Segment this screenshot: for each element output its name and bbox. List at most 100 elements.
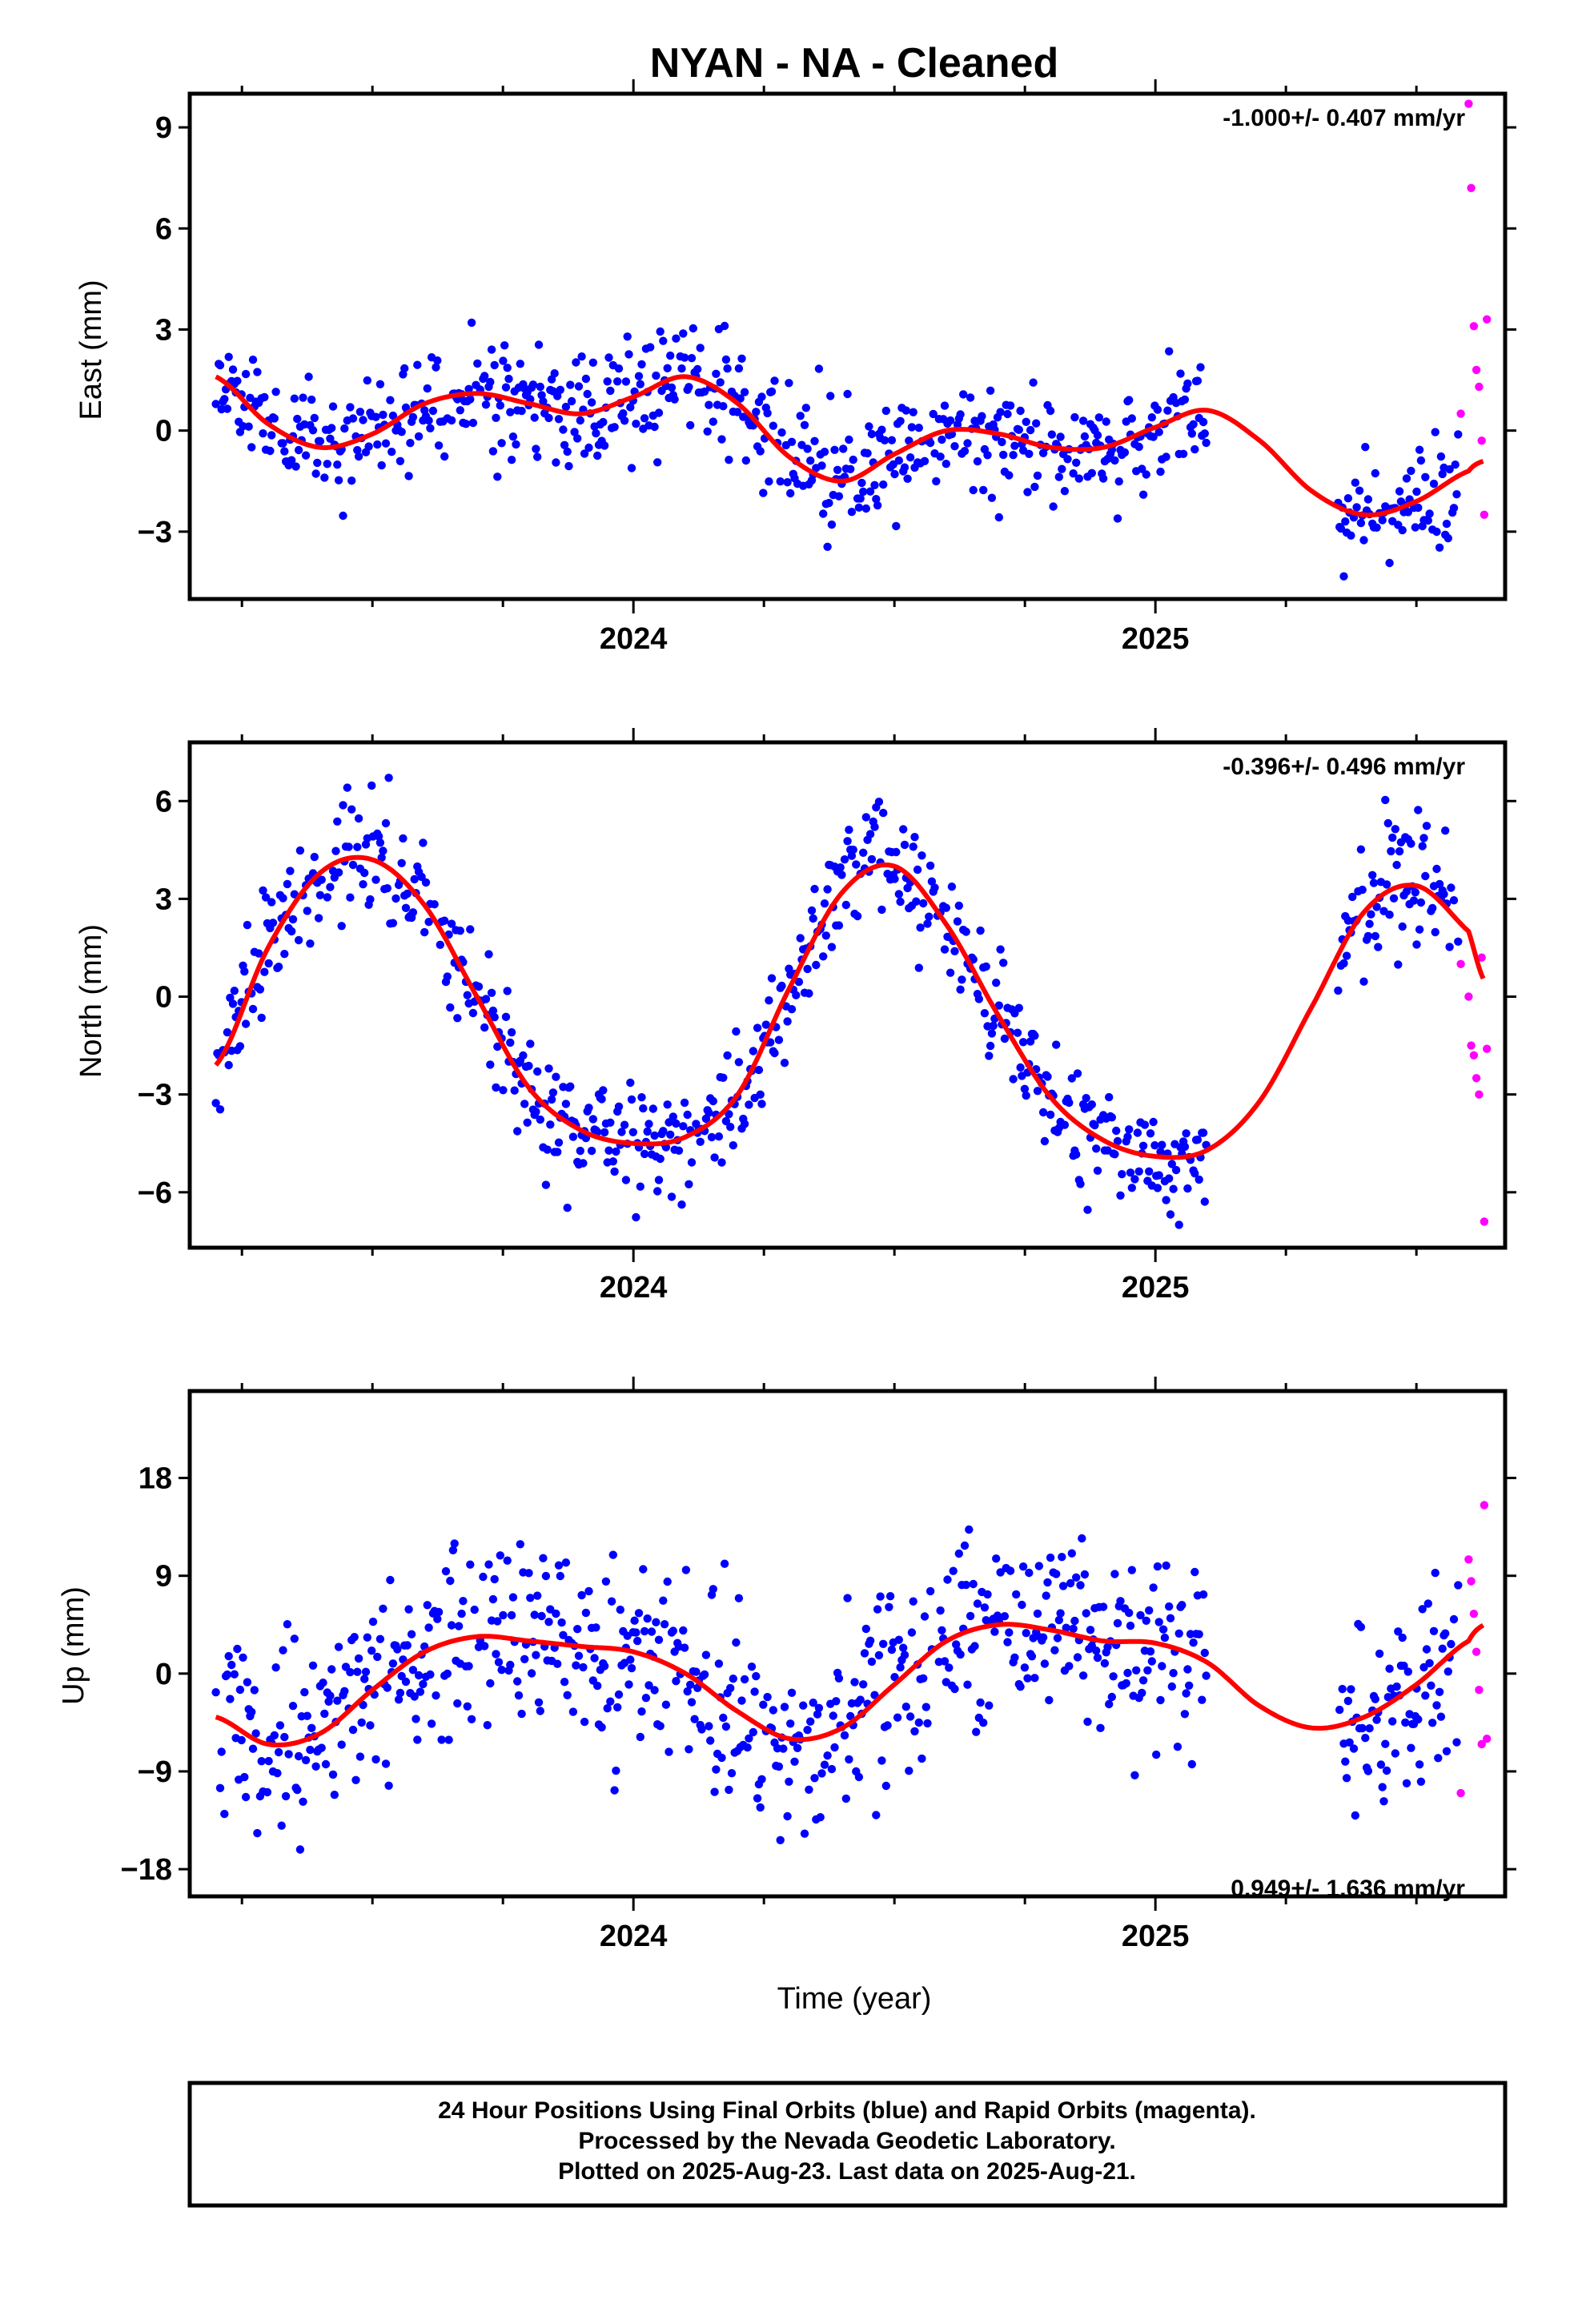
north-final-point bbox=[837, 870, 846, 879]
east-final-point bbox=[863, 448, 872, 458]
up-final-point bbox=[861, 1624, 871, 1634]
up-final-point bbox=[874, 1651, 884, 1660]
north-final-point bbox=[408, 908, 418, 917]
north-final-point bbox=[487, 988, 496, 998]
up-final-point bbox=[705, 1722, 713, 1731]
east-final-point bbox=[1385, 558, 1394, 568]
up-final-point bbox=[379, 1604, 387, 1614]
north-final-point bbox=[853, 911, 862, 921]
north-final-point bbox=[424, 918, 433, 927]
east-final-point bbox=[320, 473, 329, 482]
north-final-point bbox=[644, 1120, 653, 1128]
up-final-point bbox=[983, 1590, 992, 1599]
up-final-point bbox=[321, 1759, 331, 1769]
up-final-point bbox=[220, 1809, 229, 1819]
up-final-point bbox=[290, 1634, 299, 1643]
east-final-point bbox=[488, 447, 498, 456]
up-final-point bbox=[497, 1666, 506, 1675]
north-final-point bbox=[1150, 1141, 1159, 1150]
north-final-point bbox=[346, 893, 355, 902]
up-final-point bbox=[786, 1719, 795, 1728]
east-ylabel: East (mm) bbox=[74, 279, 108, 420]
up-final-point bbox=[532, 1651, 540, 1659]
east-final-point bbox=[640, 414, 649, 423]
up-final-point bbox=[643, 1614, 652, 1623]
east-final-point bbox=[1421, 472, 1430, 481]
east-final-point bbox=[266, 446, 275, 456]
up-final-point bbox=[463, 1702, 472, 1711]
up-final-point bbox=[881, 1781, 891, 1791]
up-final-point bbox=[639, 1565, 648, 1574]
up-final-point bbox=[448, 1546, 458, 1555]
east-final-point bbox=[1014, 425, 1024, 434]
east-final-point bbox=[737, 354, 746, 363]
north-xtick-label: 2025 bbox=[1122, 1271, 1190, 1305]
north-final-point bbox=[1398, 922, 1407, 931]
east-final-point bbox=[1016, 406, 1025, 416]
up-final-point bbox=[1371, 1695, 1380, 1703]
up-final-point bbox=[277, 1821, 286, 1830]
north-final-point bbox=[1110, 1150, 1119, 1159]
east-final-point bbox=[516, 360, 524, 368]
north-final-point bbox=[1166, 1210, 1175, 1219]
north-final-point bbox=[1387, 846, 1395, 856]
up-final-point bbox=[900, 1651, 909, 1659]
up-final-point bbox=[1421, 1691, 1430, 1700]
east-final-point bbox=[800, 420, 809, 429]
east-final-point bbox=[1423, 516, 1433, 525]
north-final-point bbox=[909, 842, 917, 851]
north-final-point bbox=[1052, 1040, 1061, 1049]
east-final-point bbox=[861, 504, 871, 513]
up-final-point bbox=[593, 1681, 602, 1691]
east-final-point bbox=[260, 392, 269, 402]
east-final-point bbox=[624, 350, 633, 359]
up-final-point bbox=[943, 1575, 952, 1584]
up-final-point bbox=[712, 1765, 721, 1774]
east-fit-line bbox=[215, 374, 1484, 518]
east-final-point bbox=[834, 492, 844, 501]
up-final-point bbox=[1142, 1616, 1150, 1626]
east-final-point bbox=[247, 443, 256, 452]
up-final-point bbox=[859, 1680, 868, 1689]
up-final-point bbox=[1025, 1568, 1034, 1578]
north-final-point bbox=[1133, 1128, 1142, 1137]
north-ytick-label: −3 bbox=[138, 1079, 172, 1112]
north-final-point bbox=[628, 1128, 637, 1137]
east-final-point bbox=[434, 441, 444, 450]
up-final-point bbox=[499, 1610, 508, 1620]
up-final-point bbox=[949, 1566, 958, 1575]
up-final-point bbox=[326, 1691, 335, 1700]
up-final-point bbox=[346, 1667, 355, 1677]
up-final-point bbox=[1166, 1614, 1175, 1622]
north-final-point bbox=[1395, 846, 1404, 856]
up-final-point bbox=[856, 1695, 865, 1704]
north-final-point bbox=[650, 1131, 659, 1140]
north-final-point bbox=[780, 1059, 789, 1068]
east-final-point bbox=[1425, 509, 1434, 518]
north-final-point bbox=[1191, 1169, 1199, 1178]
north-final-point bbox=[1125, 1125, 1134, 1134]
north-final-point bbox=[1118, 1170, 1126, 1179]
up-final-point bbox=[437, 1735, 446, 1744]
up-final-point bbox=[714, 1659, 724, 1668]
east-final-point bbox=[386, 396, 395, 404]
up-final-point bbox=[745, 1734, 753, 1743]
up-final-point bbox=[1447, 1639, 1456, 1649]
east-final-point bbox=[461, 420, 471, 428]
north-final-point bbox=[950, 947, 959, 956]
east-final-point bbox=[592, 428, 600, 438]
up-final-point bbox=[480, 1642, 489, 1651]
east-final-point bbox=[508, 432, 518, 441]
up-final-point bbox=[672, 1677, 681, 1686]
north-final-point bbox=[490, 1013, 499, 1022]
north-final-point bbox=[1082, 1094, 1090, 1103]
up-final-point bbox=[299, 1797, 307, 1806]
up-final-point bbox=[610, 1786, 619, 1795]
up-final-point bbox=[1335, 1705, 1344, 1715]
up-final-point bbox=[1388, 1717, 1397, 1726]
up-final-point bbox=[1033, 1609, 1042, 1618]
east-final-point bbox=[680, 353, 689, 362]
east-final-point bbox=[315, 436, 325, 446]
east-final-point bbox=[870, 480, 879, 489]
up-final-point bbox=[865, 1636, 875, 1645]
